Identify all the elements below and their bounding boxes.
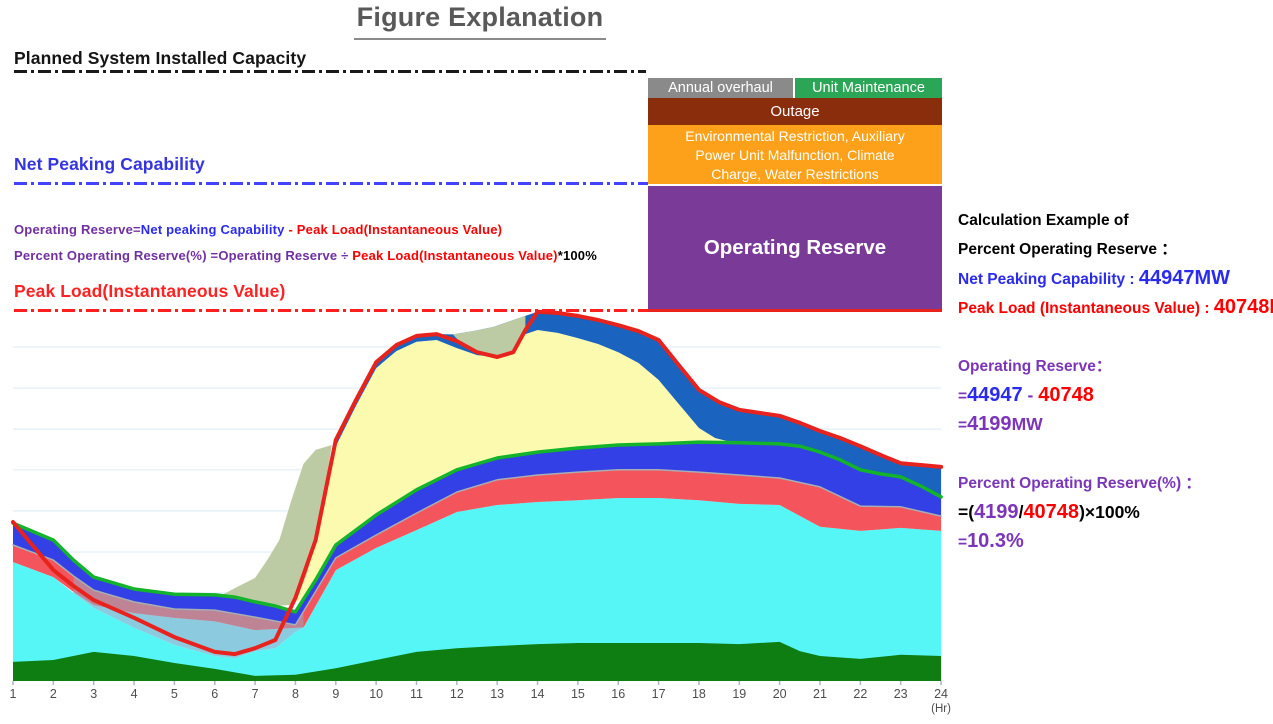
x-tick-label: 10 — [369, 687, 383, 701]
operating-reserve-calc-line: =4199MW — [958, 410, 1270, 439]
operating-reserve-calc-line: Operating Reserve： — [958, 352, 1270, 381]
x-tick-label: 23 — [894, 687, 908, 701]
royal-blue-band-area — [13, 442, 942, 625]
percent-reserve-calc-segment: 10.3% — [967, 530, 1024, 552]
sky-dip-area — [73, 591, 304, 659]
percent-reserve-formula: Percent Operating Reserve(%) =Operating … — [14, 248, 597, 263]
calc-example-header-line: Peak Load (Instantaneous Value) : 40748M… — [958, 293, 1273, 322]
x-tick-label: 11 — [410, 687, 423, 701]
calc-example-header-segment: Peak Load (Instantaneous Value) : — [958, 300, 1214, 317]
page-title-text: Figure Explanation — [353, 2, 607, 40]
operating-reserve-calc-segment: - — [1022, 385, 1039, 405]
x-tick-label: 15 — [571, 687, 585, 701]
peak-load-line — [11, 309, 944, 657]
x-tick-label: 20 — [773, 687, 787, 701]
operating-reserve-formula-segment: Operating Reserve= — [14, 222, 141, 237]
percent-reserve-calc-line: Percent Operating Reserve(%) ： — [958, 469, 1270, 498]
legend-unit-maintenance: Unit Maintenance — [795, 78, 942, 98]
percent-reserve-calc-segment: / — [1018, 502, 1024, 522]
calc-example-header: Calculation Example of Percent Operating … — [958, 206, 1273, 322]
peak-load-label: Peak Load(Instantaneous Value) — [14, 281, 286, 301]
operating-reserve-calc-segment: 40748 — [1038, 384, 1094, 406]
x-tick-label: 18 — [692, 687, 706, 701]
calc-example-header-line: Net Peaking Capability : 44947MW — [958, 264, 1270, 293]
legend-environmental-line-3: Charge, Water Restrictions — [711, 166, 879, 182]
percent-reserve-calc-segment: 4199 — [974, 501, 1019, 523]
operating-reserve-calc-segment: Operating Reserve： — [958, 358, 1112, 375]
legend-outage: Outage — [648, 98, 942, 125]
dark-blue-top-band-area — [331, 311, 942, 497]
calc-example-header-segment: Calculation Example of — [958, 212, 1129, 229]
x-tick-label: 19 — [732, 687, 746, 701]
x-tick-label: 6 — [211, 687, 218, 701]
operating-reserve-calc-segment: = — [958, 388, 968, 405]
calc-example-header-line: Percent Operating Reserve ： — [958, 235, 1270, 264]
x-tick-label: 21 — [813, 687, 827, 701]
calc-example-header-segment: Net Peaking Capability : — [958, 271, 1139, 288]
operating-reserve-calc: Operating Reserve： =44947 - 40748 =4199MW — [958, 352, 1270, 439]
operating-reserve-formula-segment: Net peaking Capability — [140, 222, 289, 237]
percent-reserve-calc: Percent Operating Reserve(%) ： =(4199/407… — [958, 469, 1270, 556]
page-title: Figure Explanation — [290, 2, 670, 40]
operating-reserve-formula-segment: - — [288, 222, 297, 237]
x-tick-label: 22 — [853, 687, 867, 701]
x-tick-label: 17 — [652, 687, 666, 701]
legend-environmental-line-2: Power Unit Malfunction, Climate — [695, 147, 895, 163]
operating-reserve-calc-segment: MW — [1011, 414, 1043, 434]
x-tick-label: 14 — [531, 687, 545, 701]
legend-environmental-restriction: Environmental Restriction, Auxiliary Pow… — [648, 125, 942, 184]
x-tick-label: 24 — [934, 687, 948, 701]
percent-reserve-calc-segment: )×100% — [1079, 502, 1140, 522]
calc-example-header-segment: Percent Operating Reserve ： — [958, 241, 1177, 258]
cyan-area — [13, 498, 942, 681]
x-tick-label: 8 — [292, 687, 299, 701]
percent-reserve-calc-line: =(4199/40748)×100% — [958, 498, 1270, 527]
gray-separator-line — [12, 469, 942, 626]
x-tick-label: 12 — [450, 687, 464, 701]
calc-example-header-segment: 44947MW — [1138, 267, 1231, 289]
operating-reserve-calc-segment: = — [958, 417, 968, 434]
dark-green-base-area — [13, 641, 942, 681]
pink-band-area — [13, 469, 942, 630]
peak-load-dashline — [14, 309, 648, 312]
x-axis-unit-label: (Hr) — [931, 703, 951, 715]
legend-operating-reserve: Operating Reserve — [648, 186, 942, 312]
percent-reserve-calc-segment: = — [958, 534, 968, 551]
operating-reserve-formula: Operating Reserve=Net peaking Capability… — [14, 222, 502, 237]
percent-reserve-formula-segment: *100% — [557, 248, 597, 263]
x-tick-label: 5 — [171, 687, 178, 701]
x-tick-label: 3 — [90, 687, 97, 701]
operating-reserve-calc-segment: 44947 — [967, 384, 1023, 406]
net-peaking-dashline — [14, 182, 648, 185]
green-capability-line — [11, 440, 943, 614]
x-tick-label: 13 — [490, 687, 504, 701]
x-tick-label: 4 — [131, 687, 138, 701]
percent-reserve-formula-segment: Percent Operating Reserve(%) =Operating … — [14, 248, 353, 263]
x-tick-label: 7 — [252, 687, 259, 701]
x-tick-label: 9 — [332, 687, 339, 701]
legend-annual-overhaul: Annual overhaul — [648, 78, 793, 98]
calc-example-header-line: Calculation Example of — [958, 206, 1270, 235]
mauve-dip-area — [73, 576, 304, 630]
percent-reserve-calc-line: =10.3% — [958, 527, 1270, 556]
x-tick-label: 2 — [50, 687, 57, 701]
operating-reserve-calc-segment: 4199 — [967, 413, 1012, 435]
calc-example-header-segment: 40748MW — [1213, 296, 1273, 318]
percent-reserve-calc-segment: 40748 — [1023, 501, 1080, 523]
x-tick-label: 1 — [10, 687, 17, 701]
legend-operating-reserve-text: Operating Reserve — [703, 235, 887, 259]
operating-reserve-formula-segment: Peak Load(Instantaneous Value) — [296, 222, 503, 237]
net-peaking-label: Net Peaking Capability — [14, 154, 205, 174]
x-tick-label: 16 — [611, 687, 625, 701]
daily-load-curve-chart: 1 2 3 4 5 6 7 8 9 10 11 12 13 14 15 16 17 18 19 20 21 22 23 24(… — [10, 309, 951, 715]
planned-capacity-dashline — [14, 70, 646, 73]
legend-environmental-line-1: Environmental Restriction, Auxiliary — [685, 128, 905, 144]
percent-reserve-calc-segment: Percent Operating Reserve(%) ： — [958, 475, 1201, 492]
percent-reserve-formula-segment: Peak Load(Instantaneous Value) — [352, 248, 558, 263]
percent-reserve-calc-segment: =( — [958, 502, 975, 522]
planned-capacity-label: Planned System Installed Capacity — [14, 48, 307, 68]
yellow-reserve-area — [291, 330, 732, 605]
operating-reserve-calc-line: =44947 - 40748 — [958, 381, 1270, 410]
